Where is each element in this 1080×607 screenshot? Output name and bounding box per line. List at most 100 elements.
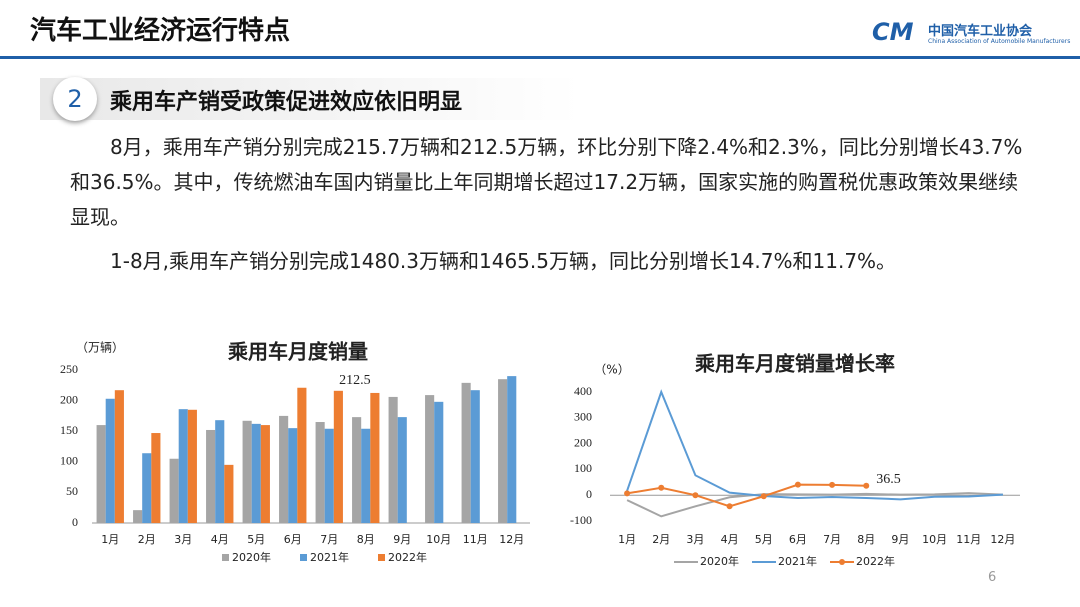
- bar: [169, 458, 179, 523]
- line: [626, 483, 867, 508]
- logo-name: 中国汽车工业协会: [928, 24, 1033, 39]
- y-tick-label: 100: [60, 454, 78, 468]
- y-tick-label: 200: [60, 392, 78, 406]
- paragraph: 8月，乘用车产销分别完成215.7万辆和212.5万辆，环比分别下降2.4%和2…: [70, 135, 1023, 229]
- x-tick-label: 1月: [618, 533, 636, 546]
- legend-label: 2021年: [310, 550, 349, 564]
- x-tick-label: 12月: [499, 533, 524, 546]
- x-tick-label: 3月: [174, 533, 192, 546]
- line: [626, 389, 1003, 501]
- section-band: [40, 78, 580, 120]
- bar: [498, 379, 508, 523]
- bar: [215, 420, 225, 523]
- y-tick-label: 0: [72, 515, 78, 529]
- y-tick-label: 100: [574, 461, 592, 475]
- bar: [352, 417, 362, 523]
- marker: [692, 492, 699, 499]
- y-tick-label: 200: [574, 435, 592, 449]
- bar: [361, 428, 371, 523]
- bar: [333, 390, 343, 523]
- marker: [624, 490, 631, 497]
- logo-english: China Association of Automobile Manufact…: [928, 38, 1071, 45]
- bar: [370, 392, 380, 523]
- x-tick-label: 4月: [211, 533, 229, 546]
- x-tick-label: 1月: [101, 533, 119, 546]
- x-tick-label: 5月: [247, 533, 265, 546]
- bar: [388, 396, 398, 523]
- bar: [470, 390, 480, 523]
- x-tick-label: 8月: [357, 533, 375, 546]
- bar: [260, 425, 270, 523]
- bar: [297, 387, 307, 523]
- bar: [315, 422, 325, 523]
- bar: [434, 401, 444, 523]
- y-tick-label: 50: [66, 484, 78, 498]
- bar: [224, 464, 234, 523]
- bar: [105, 398, 115, 523]
- marker: [658, 484, 665, 491]
- y-axis-label: （万辆）: [76, 341, 124, 355]
- legend-swatch: [378, 554, 385, 561]
- legend-swatch: [222, 554, 229, 561]
- y-tick-label: 250: [60, 362, 78, 376]
- x-tick-label: 9月: [393, 533, 411, 546]
- marker: [726, 503, 733, 510]
- legend-label: 2022年: [856, 554, 895, 568]
- bar: [425, 395, 435, 523]
- legend-label: 2020年: [232, 550, 271, 564]
- legend-label: 2021年: [778, 554, 817, 568]
- x-tick-label: 6月: [284, 533, 302, 546]
- bar: [397, 417, 407, 523]
- bar: [133, 510, 143, 523]
- header-rule: [0, 56, 1080, 59]
- y-tick-label: -100: [570, 513, 592, 527]
- bar: [324, 428, 334, 523]
- bar: [96, 425, 106, 523]
- page-number: 6: [988, 570, 997, 585]
- paragraph: 1-8月,乘用车产销分别完成1480.3万辆和1465.5万辆，同比分别增长14…: [110, 249, 897, 273]
- x-tick-label: 7月: [320, 533, 338, 546]
- x-tick-label: 2月: [138, 533, 156, 546]
- marker: [794, 481, 801, 488]
- section-title: 乘用车产销受政策促进效应依旧明显: [110, 90, 463, 115]
- x-tick-label: 11月: [956, 533, 981, 546]
- legend-marker: [839, 559, 845, 565]
- legend-label: 2022年: [388, 550, 427, 564]
- marker: [760, 493, 767, 500]
- x-tick-label: 11月: [463, 533, 488, 546]
- bar: [461, 382, 471, 523]
- bar: [187, 409, 197, 523]
- value-label: 36.5: [876, 472, 901, 487]
- y-tick-label: 300: [574, 410, 592, 424]
- x-tick-label: 10月: [426, 533, 451, 546]
- section-number: 2: [53, 77, 97, 121]
- x-tick-label: 10月: [922, 533, 947, 546]
- legend-label: 2020年: [700, 554, 739, 568]
- value-label: 212.5: [339, 373, 371, 388]
- bar: [178, 409, 188, 523]
- line: [626, 492, 1003, 518]
- bar: [206, 429, 216, 523]
- x-tick-label: 7月: [823, 533, 841, 546]
- y-axis-label: （%）: [594, 363, 629, 377]
- x-tick-label: 2月: [652, 533, 670, 546]
- chart-title: 乘用车月度销量增长率: [694, 352, 895, 376]
- legend-swatch: [300, 554, 307, 561]
- chart-title: 乘用车月度销量: [227, 340, 368, 364]
- bar: [507, 376, 517, 523]
- bar: [114, 390, 124, 523]
- y-tick-label: 150: [60, 423, 78, 437]
- x-tick-label: 8月: [857, 533, 875, 546]
- x-tick-label: 5月: [755, 533, 773, 546]
- bar: [151, 433, 161, 523]
- slide-title: 汽车工业经济运行特点: [30, 16, 291, 46]
- x-tick-label: 12月: [990, 533, 1015, 546]
- marker: [863, 482, 870, 489]
- bar: [242, 420, 252, 523]
- bar: [251, 423, 261, 523]
- y-tick-label: 0: [586, 487, 592, 501]
- marker: [829, 481, 836, 488]
- logo-mark: CM: [872, 18, 914, 46]
- x-tick-label: 6月: [789, 533, 807, 546]
